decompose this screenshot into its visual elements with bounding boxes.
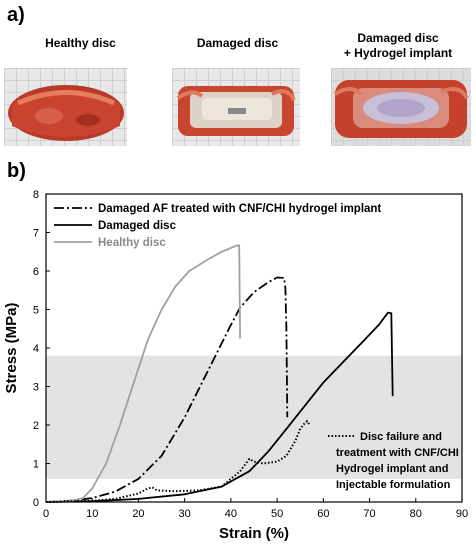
damaged-disc-title: Damaged disc	[196, 36, 279, 50]
y-tick-label: 2	[33, 420, 39, 432]
panel-a-label: a)	[7, 4, 25, 26]
hydrogel-disc-title: Damaged disc + Hydrogel implant	[318, 31, 476, 61]
x-tick-label: 70	[363, 508, 375, 520]
hydrogel-disc-photo	[331, 68, 471, 146]
legend-label: Damaged AF treated with CNF/CHI hydrogel…	[98, 203, 381, 215]
x-tick-label: 30	[179, 508, 191, 520]
dotted-series-annotation: Disc failure and treatment with CNF/CHI Hy…	[328, 431, 459, 491]
annotation-line: Injectable formulation	[336, 479, 451, 491]
y-tick-label: 6	[33, 266, 39, 278]
x-tick-label: 90	[456, 508, 468, 520]
panel-b-label: b)	[7, 160, 26, 182]
damaged-disc-photo	[172, 68, 300, 146]
annotation-line: Disc failure and	[360, 431, 442, 443]
series-line-3	[45, 420, 311, 503]
x-tick-label: 10	[86, 508, 98, 520]
legend: Damaged AF treated with CNF/CHI hydrogel…	[54, 203, 381, 249]
hydrogel-disc-title-line1: Damaged disc	[357, 31, 439, 45]
x-tick-label: 20	[132, 508, 144, 520]
hydrogel-disc-title-line2: + Hydrogel implant	[343, 46, 453, 60]
y-tick-label: 8	[33, 189, 39, 201]
y-tick-label: 0	[33, 497, 39, 509]
y-tick-label: 4	[33, 343, 39, 355]
x-tick-label: 80	[410, 508, 422, 520]
healthy-disc-photo	[4, 68, 127, 146]
y-tick-label: 5	[33, 305, 39, 317]
shaded-band	[46, 355, 462, 479]
healthy-disc-title: Healthy disc	[45, 36, 116, 50]
x-tick-label: 40	[225, 508, 237, 520]
series-line-0	[45, 276, 289, 503]
series-line-2	[45, 244, 241, 503]
x-tick-label: 0	[43, 508, 49, 520]
x-tick-label: 60	[317, 508, 329, 520]
y-tick-label: 3	[33, 382, 39, 394]
legend-label: Healthy disc	[98, 237, 166, 249]
legend-label: Damaged disc	[98, 220, 177, 232]
y-axis-label: Stress (MPa)	[3, 303, 20, 394]
y-tick-label: 1	[33, 459, 39, 471]
x-tick-label: 50	[271, 508, 283, 520]
annotation-line: Hydrogel implant and	[336, 463, 448, 475]
annotation-line: treatment with CNF/CHI	[336, 447, 459, 459]
series-line-1	[45, 311, 394, 503]
y-tick-label: 7	[33, 228, 39, 240]
x-axis-label: Strain (%)	[219, 525, 289, 542]
